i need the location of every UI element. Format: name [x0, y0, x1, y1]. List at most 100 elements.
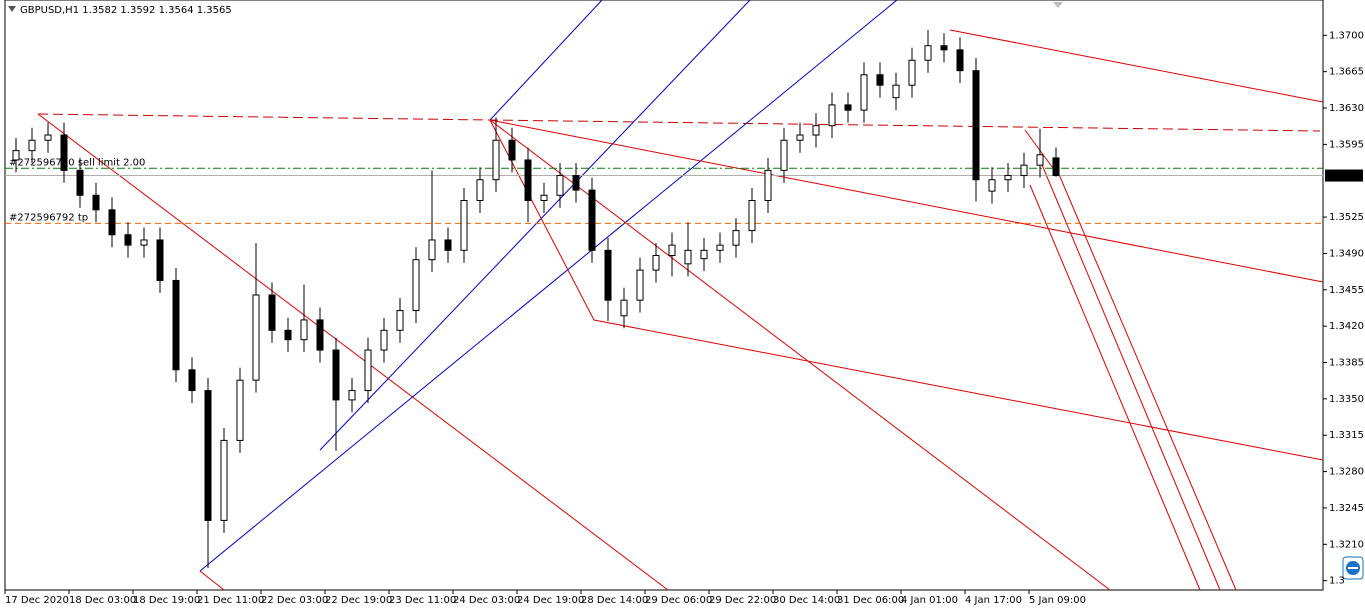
- candle-body: [300, 319, 308, 341]
- candle-body: [316, 319, 324, 351]
- order-label: #272596792 tp: [9, 212, 88, 223]
- candle-body: [860, 74, 868, 111]
- y-tick-label: 1.3595: [1329, 139, 1364, 150]
- candle-body: [652, 255, 660, 271]
- trend-line: [37, 113, 669, 591]
- candle-body: [876, 74, 884, 86]
- candle-body: [204, 390, 212, 521]
- channel-line: [489, 0, 603, 121]
- candle-body: [236, 379, 244, 441]
- x-tick-label: 22 Dec 19:00: [325, 595, 392, 606]
- candle-body: [508, 139, 516, 161]
- y-tick-label: 1.3525: [1329, 212, 1364, 223]
- candle-body: [268, 294, 276, 331]
- candle-body: [588, 189, 596, 251]
- candle-body: [1036, 154, 1044, 166]
- candle-body: [380, 329, 388, 351]
- y-tick-label: 1.3280: [1329, 467, 1364, 478]
- pitchfork-line: [1054, 164, 1237, 591]
- candle-body: [492, 139, 500, 181]
- y-tick-label: 1.3245: [1329, 503, 1364, 514]
- x-tick-label: 29 Dec 06:00: [645, 595, 712, 606]
- y-tick-label: 1.3210: [1329, 539, 1364, 550]
- candle-body: [1020, 164, 1028, 177]
- candle-body: [476, 179, 484, 201]
- candle-body: [924, 45, 932, 61]
- candle-body: [188, 369, 196, 392]
- shift-marker[interactable]: [1053, 2, 1063, 8]
- trend-line: [37, 113, 1321, 132]
- channel-line: [199, 0, 898, 572]
- pitchfork-line: [949, 29, 1324, 103]
- candle-body: [156, 239, 164, 281]
- candle-body: [332, 349, 340, 401]
- candle-body: [812, 125, 820, 136]
- candle-body: [780, 139, 788, 171]
- candle-body: [92, 194, 100, 211]
- candle-body: [620, 299, 628, 317]
- candle-body: [460, 199, 468, 251]
- trend-line: [199, 570, 225, 591]
- candle-body: [396, 310, 404, 331]
- x-tick-label: 29 Dec 22:00: [709, 595, 776, 606]
- candle-body: [76, 169, 84, 196]
- x-tick-label: 18 Dec 19:00: [133, 595, 200, 606]
- y-tick-label: 1.3630: [1329, 103, 1364, 114]
- y-tick-label: 1.3315: [1329, 430, 1364, 441]
- x-tick-label: 17 Dec 2020: [5, 595, 69, 606]
- candle-body: [748, 199, 756, 232]
- chart-title: GBPUSD,H1 1.3582 1.3592 1.3564 1.3565: [20, 5, 232, 16]
- candle-body: [732, 230, 740, 246]
- candle-body: [684, 249, 692, 265]
- candle-body: [1052, 157, 1060, 177]
- y-tick-label: 1.3490: [1329, 248, 1364, 259]
- x-tick-label: 4 Jan 01:00: [901, 595, 958, 606]
- channel-line: [319, 0, 751, 451]
- candle-body: [348, 390, 356, 401]
- candle-body: [364, 349, 372, 392]
- candle-body: [60, 134, 68, 171]
- x-tick-label: 24 Dec 03:00: [453, 595, 520, 606]
- candle-body: [252, 294, 260, 381]
- candle-body: [892, 84, 900, 99]
- candle-body: [44, 134, 52, 141]
- candle-body: [12, 150, 20, 161]
- y-tick-label: 1.3420: [1329, 321, 1364, 332]
- x-tick-label: 18 Dec 03:00: [69, 595, 136, 606]
- candle-body: [540, 194, 548, 201]
- candle-body: [428, 239, 436, 261]
- menu-icon[interactable]: [8, 6, 16, 12]
- candle-body: [700, 249, 708, 260]
- x-tick-label: 24 Dec 19:00: [517, 595, 584, 606]
- y-tick-label: 1.3: [1329, 576, 1345, 587]
- y-tick-label: 1.3455: [1329, 285, 1364, 296]
- candle-body: [764, 169, 772, 201]
- pitchfork-line: [593, 319, 1324, 461]
- x-tick-label: 5 Jan 09:00: [1029, 595, 1086, 606]
- plot-frame: [4, 0, 1324, 591]
- order-label: #272596760 sell limit 2.00: [9, 157, 145, 168]
- candle-body: [140, 239, 148, 246]
- candle-body: [28, 139, 36, 152]
- candle-body: [988, 179, 996, 192]
- candle-body: [124, 234, 132, 246]
- candle-body: [220, 439, 228, 521]
- x-tick-label: 23 Dec 11:00: [389, 595, 456, 606]
- y-tick-label: 1.3665: [1329, 67, 1364, 78]
- candle-body: [940, 45, 948, 51]
- candle-body: [556, 175, 564, 196]
- x-tick-label: 4 Jan 17:00: [965, 595, 1022, 606]
- pitchfork-line: [489, 119, 1324, 283]
- current-price-label: 1.3565: [1328, 172, 1363, 183]
- candle-body: [572, 175, 580, 191]
- candle-body: [284, 329, 292, 341]
- x-tick-label: 31 Dec 06:00: [837, 595, 904, 606]
- pitchfork-line: [489, 119, 595, 321]
- y-tick-label: 1.3350: [1329, 394, 1364, 405]
- pitchfork-line: [1039, 159, 1221, 591]
- drawings: [37, 0, 1324, 591]
- candle-body: [796, 134, 804, 141]
- candle-body: [668, 244, 676, 257]
- candle-body: [636, 269, 644, 301]
